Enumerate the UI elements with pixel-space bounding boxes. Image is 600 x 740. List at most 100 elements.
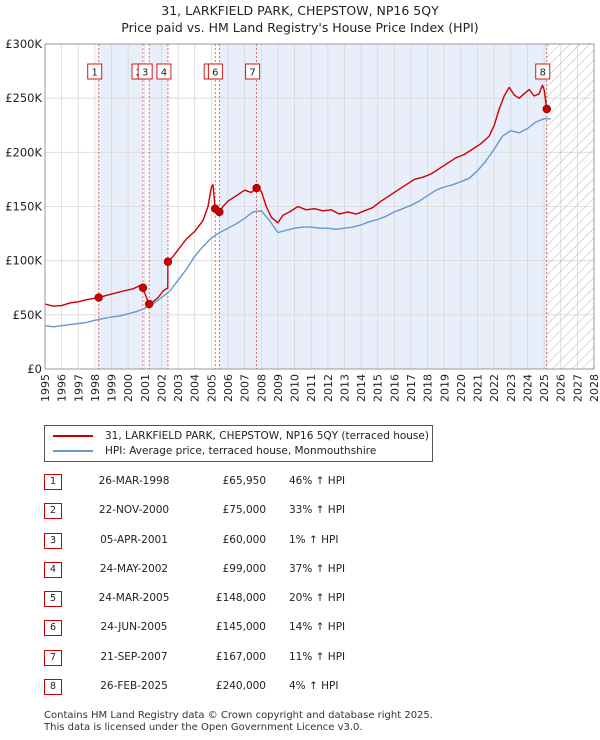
x-tick-label: 2010 — [289, 374, 302, 402]
chart-title: 31, LARKFIELD PARK, CHEPSTOW, NP16 5QY — [161, 3, 439, 18]
transaction-label-text: 3 — [142, 68, 148, 79]
transaction-badge: 4 — [44, 561, 62, 578]
property-price-line — [44, 84, 551, 307]
y-tick-label: £100K — [5, 254, 42, 268]
x-tick-label: 2020 — [455, 374, 468, 402]
transaction-point — [542, 104, 551, 114]
price-chart: 12345678 £0£50K£100K£150K£200K£250K£300K… — [5, 37, 600, 402]
x-tick-label: 2007 — [239, 374, 252, 402]
table-row: 2 22-NOV-2000 £75,000 33% ↑ HPI — [44, 501, 424, 530]
x-tick-label: 2013 — [338, 374, 351, 402]
forecast-region — [546, 44, 594, 369]
transaction-price: £65,950 — [222, 475, 266, 487]
x-tick-label: 2027 — [571, 374, 584, 402]
transaction-label-text: 8 — [540, 68, 546, 79]
transaction-price: £60,000 — [222, 533, 266, 546]
x-tick-label: 2028 — [588, 374, 600, 402]
x-tick-label: 2019 — [438, 374, 451, 402]
x-tick-label: 2017 — [405, 374, 418, 402]
transaction-point — [215, 207, 224, 217]
x-tick-label: 2008 — [255, 374, 268, 402]
transaction-point — [163, 257, 173, 266]
forecast-hatch — [546, 44, 594, 369]
x-tick-label: 2002 — [155, 374, 168, 402]
transaction-point — [252, 183, 261, 193]
transaction-date: 05-APR-2001 — [100, 533, 168, 546]
transaction-date: 21-SEP-2007 — [100, 650, 168, 663]
legend-swatch-blue — [53, 450, 93, 452]
x-tick-label: 2021 — [472, 374, 485, 402]
transaction-date: 24-MAR-2005 — [98, 592, 170, 605]
transaction-price: £240,000 — [215, 680, 266, 693]
x-tick-label: 2018 — [422, 374, 435, 402]
y-tick-label: £250K — [5, 91, 42, 105]
transaction-badge: 1 — [44, 474, 62, 490]
table-row: 1 26-MAR-1998 £65,950 46% ↑ HPI — [44, 472, 424, 501]
chart-subtitle: Price paid vs. HM Land Registry's House … — [121, 20, 479, 35]
x-tick-label: 1999 — [106, 374, 119, 402]
plot-frame — [44, 43, 595, 370]
transaction-label-box — [207, 63, 223, 80]
transaction-hpi: 37% ↑ HPI — [289, 562, 346, 575]
attribution-footer: Contains HM Land Registry data © Crown c… — [44, 710, 433, 734]
transaction-label-box — [137, 63, 153, 80]
transaction-date: 26-MAR-1998 — [98, 475, 170, 487]
transaction-label-text: 4 — [161, 68, 167, 79]
y-tick-label: £150K — [5, 200, 42, 214]
transaction-hpi: 33% ↑ HPI — [289, 504, 346, 517]
table-row: 7 21-SEP-2007 £167,000 11% ↑ HPI — [44, 648, 424, 677]
x-tick-label: 2024 — [521, 374, 534, 402]
transaction-badge: 5 — [44, 591, 62, 608]
x-tick-label: 2001 — [139, 374, 152, 402]
transaction-date: 24-MAY-2002 — [99, 562, 169, 575]
x-tick-label: 1995 — [39, 374, 52, 402]
legend-item-hpi: HPI: Average price, terraced house, Monm… — [53, 445, 376, 457]
x-tick-label: 2025 — [538, 374, 551, 402]
transaction-price: £75,000 — [222, 504, 266, 517]
transaction-label-box — [535, 63, 551, 80]
transaction-hpi: 20% ↑ HPI — [289, 592, 346, 605]
transaction-price: £99,000 — [222, 562, 266, 575]
transaction-date: 26-FEB-2025 — [100, 680, 168, 693]
footer-line-1: Contains HM Land Registry data © Crown c… — [44, 710, 433, 721]
transaction-badge: 3 — [44, 532, 62, 549]
transaction-badge: 7 — [44, 649, 62, 666]
table-row: 6 24-JUN-2005 £145,000 14% ↑ HPI — [44, 618, 424, 647]
hpi-line — [44, 118, 551, 328]
footer-line-2: This data is licensed under the Open Gov… — [44, 722, 363, 733]
transaction-badge: 6 — [44, 620, 62, 637]
y-tick-label: £50K — [13, 308, 43, 322]
transaction-price: £145,000 — [215, 621, 266, 634]
transaction-label-box — [87, 63, 103, 80]
y-tick-label: £300K — [5, 37, 42, 51]
x-tick-label: 2000 — [122, 374, 135, 402]
transaction-point — [138, 283, 148, 292]
transaction-label-text: 1 — [92, 68, 98, 79]
transaction-price: £167,000 — [215, 650, 266, 663]
table-row: 3 05-APR-2001 £60,000 1% ↑ HPI — [44, 531, 424, 560]
transactions-table: 1 26-MAR-1998 £65,950 46% ↑ HPI 2 22-NOV… — [44, 472, 424, 706]
x-tick-label: 1997 — [72, 374, 85, 402]
x-tick-label: 2006 — [222, 374, 235, 402]
x-tick-label: 2014 — [355, 374, 368, 402]
transaction-price: £148,000 — [215, 592, 266, 605]
legend-label-property: 31, LARKFIELD PARK, CHEPSTOW, NP16 5QY (… — [105, 430, 429, 442]
legend-label-hpi: HPI: Average price, terraced house, Monm… — [105, 445, 377, 457]
y-tick-label: £200K — [5, 145, 42, 159]
transaction-labels: 12345678 — [87, 63, 551, 80]
transaction-badge: 8 — [44, 679, 62, 696]
x-tick-label: 2023 — [505, 374, 518, 402]
x-tick-label: 1998 — [89, 374, 102, 402]
transaction-badge: 2 — [44, 503, 62, 520]
transaction-hpi: 4% ↑ HPI — [289, 680, 339, 693]
chart-title-block: 31, LARKFIELD PARK, CHEPSTOW, NP16 5QY P… — [0, 2, 600, 36]
legend-swatch-red — [53, 435, 93, 437]
transaction-point — [144, 299, 154, 309]
transaction-date: 22-NOV-2000 — [98, 504, 170, 517]
table-row: 4 24-MAY-2002 £99,000 37% ↑ HPI — [44, 560, 424, 589]
x-tick-label: 2005 — [205, 374, 218, 402]
transaction-hpi: 14% ↑ HPI — [289, 621, 346, 634]
x-tick-label: 2016 — [388, 374, 401, 402]
table-row: 8 26-FEB-2025 £240,000 4% ↑ HPI — [44, 677, 424, 706]
